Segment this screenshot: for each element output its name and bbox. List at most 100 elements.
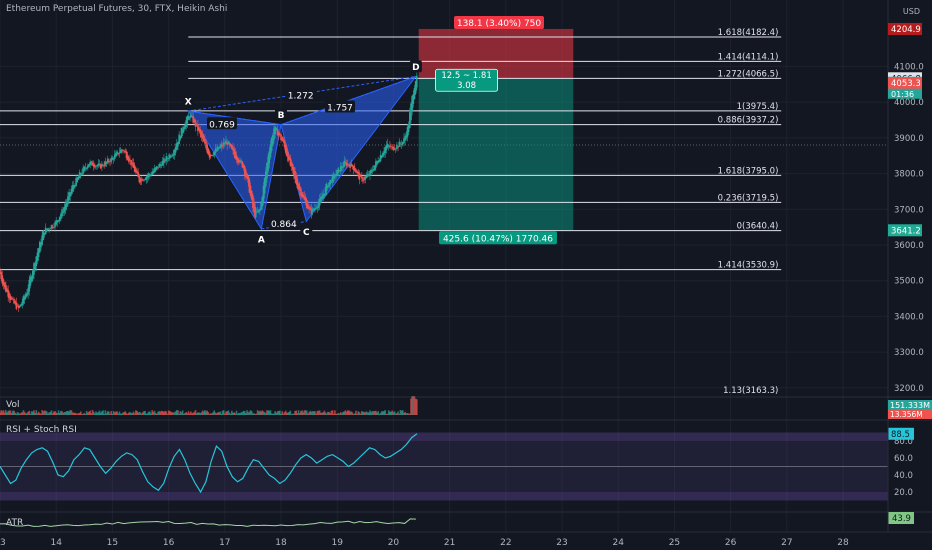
candle-body [172, 154, 175, 156]
volume-bar [256, 410, 259, 415]
volume-bar [343, 411, 346, 415]
candle-body [146, 175, 149, 179]
fib-label: 1.13(3163.3) [723, 386, 778, 396]
volume-bar [242, 410, 245, 415]
volume-bar [174, 411, 177, 415]
volume-bar [157, 411, 159, 415]
candle-body [173, 150, 176, 156]
candle-body [13, 298, 15, 304]
volume-bar [314, 411, 316, 415]
volume-bar [357, 411, 360, 415]
volume-bar [130, 413, 132, 415]
volume-bar [150, 413, 152, 415]
volume-bar [140, 413, 143, 415]
candle-body [366, 173, 369, 177]
candle-body [376, 160, 378, 165]
candle-body [383, 151, 385, 155]
candle-body [108, 160, 110, 162]
volume-bar [225, 411, 227, 415]
volume-bar [224, 413, 226, 415]
candle-body [165, 156, 168, 161]
pattern-point-box [182, 95, 195, 108]
time-tick-label: 23 [556, 538, 567, 548]
volume-bar [243, 411, 246, 415]
volume-bar [351, 412, 354, 415]
candle-body [332, 174, 335, 179]
volume-value-label: 151.333M [890, 401, 930, 410]
volume-bar [305, 410, 308, 415]
candle-body [352, 165, 355, 170]
candle-body [291, 164, 294, 171]
volume-bar [297, 410, 300, 415]
volume-bar [143, 411, 145, 415]
volume-bar [394, 413, 397, 415]
volume-bar [146, 413, 149, 415]
rsi-tick-label: 40.0 [894, 471, 913, 481]
volume-bar [67, 410, 69, 415]
volume-bar [377, 411, 379, 415]
candle-body [55, 220, 58, 225]
volume-bar [77, 413, 80, 415]
volume-bar [366, 412, 369, 415]
price-tag-box [888, 224, 922, 237]
candle-body [334, 176, 336, 178]
volume-bar [346, 410, 349, 415]
candle-body [279, 133, 281, 136]
candle-body [275, 128, 278, 131]
volume-bar [241, 411, 244, 415]
candle-body [349, 164, 351, 169]
rsi-value-label: 88.5 [891, 430, 910, 440]
candle-body [380, 155, 383, 159]
stop-label-box [453, 15, 544, 29]
candle-body [127, 157, 130, 162]
candle-body [191, 115, 193, 117]
volume-bar [127, 412, 130, 415]
candle-body [342, 166, 344, 168]
candle-body [397, 146, 399, 148]
pattern-point-box [409, 60, 422, 73]
volume-bar [249, 410, 252, 415]
take-profit-zone [418, 78, 574, 231]
candle-body [101, 163, 103, 167]
candle-body [248, 179, 251, 193]
candle-body [163, 158, 165, 164]
volume-bar [226, 411, 228, 415]
volume-bar [183, 413, 185, 415]
candle-body [344, 161, 347, 164]
volume-bar [184, 413, 186, 415]
candle-body [222, 142, 225, 146]
volume-bar [149, 411, 151, 415]
candle-body [404, 136, 406, 141]
candle-body [142, 179, 144, 181]
fib-label: 1.618(3795.0) [718, 166, 779, 176]
candle-body [370, 169, 372, 173]
fib-label: 0.886(3937.2) [718, 116, 779, 126]
candle-body [410, 103, 412, 121]
pattern-point-label: D [412, 63, 419, 73]
candle-body [252, 195, 254, 209]
candle-body [227, 141, 230, 144]
candle-body [298, 186, 301, 191]
candle-body [357, 171, 360, 174]
fib-levels: 1.618(4182.4) 1.414(4114.1) 1.272(4066.5) 1… [0, 28, 782, 396]
candle-body [12, 298, 14, 300]
candle-body [327, 186, 329, 188]
volume-bar [46, 411, 48, 415]
candle-body [283, 140, 286, 148]
volume-bar [345, 411, 348, 415]
volume-bar [409, 413, 411, 415]
price-tick-label: 3400.0 [894, 312, 924, 322]
volume-bar [289, 410, 292, 415]
candle-body [238, 159, 240, 163]
candle-body [296, 179, 299, 189]
volume-bar [364, 411, 367, 415]
volume-bar [227, 410, 230, 415]
volume-bar [349, 411, 351, 415]
candle-body [276, 129, 279, 136]
volume-bar [95, 411, 97, 415]
volume-bar [383, 411, 385, 415]
volume-bar [44, 410, 47, 415]
volume-bar [29, 413, 32, 415]
volume-bar [369, 410, 371, 415]
